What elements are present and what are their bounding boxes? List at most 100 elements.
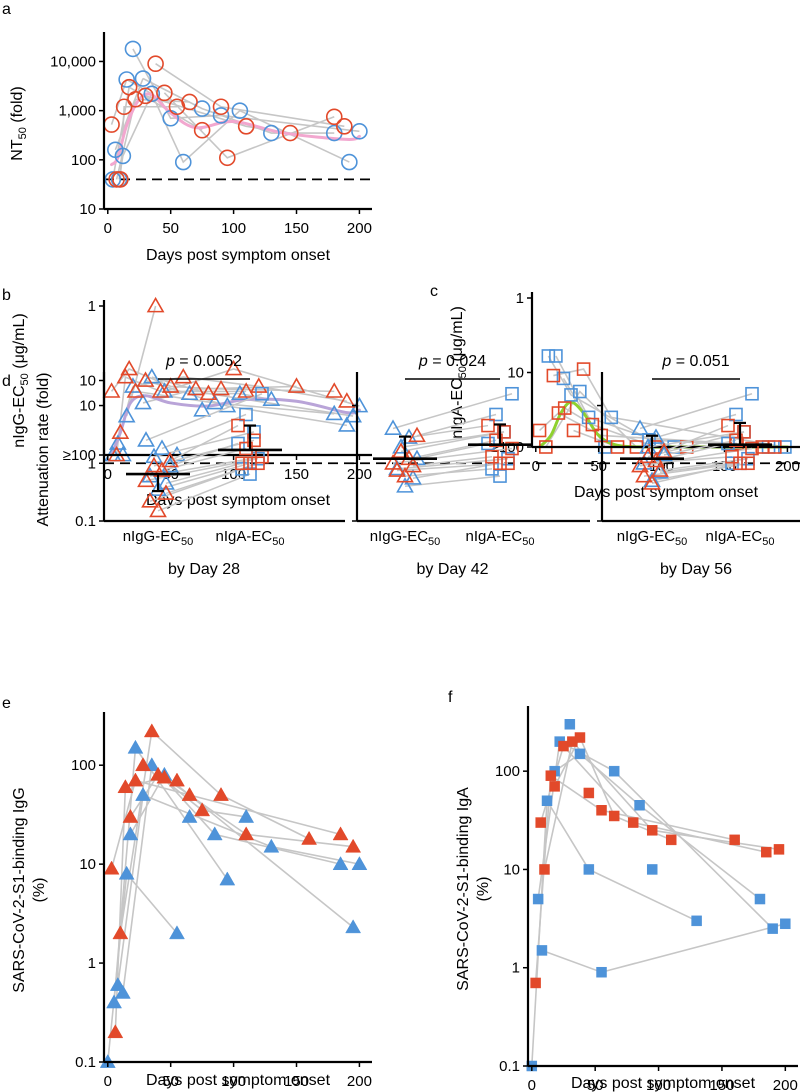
f-point-red-14	[729, 834, 740, 846]
e-point-blue-5	[122, 826, 139, 841]
e-point-red-10	[169, 772, 185, 787]
f-point-red-7	[574, 732, 586, 743]
f-x-axis-label: Days post symptom onset	[571, 1075, 756, 1092]
panel-label-d: d	[2, 373, 11, 390]
e-point-blue-17	[345, 919, 362, 934]
a-point-red-5	[127, 91, 144, 108]
e-point-blue-13	[219, 871, 236, 886]
f-connector-line-3	[534, 774, 735, 984]
b-x-tick-label-3: 150	[284, 466, 309, 483]
c-point-red-7	[585, 417, 600, 432]
f-point-blue-10	[608, 765, 620, 777]
d-0-category-iga: nIgA-EC50	[216, 528, 285, 548]
c-x-axis-label: Days post symptom onset	[574, 484, 759, 501]
d-2-igg-point-blue-0	[631, 419, 649, 435]
e-point-red-9	[156, 769, 173, 784]
b-point-blue-10	[193, 401, 212, 417]
d-0-connector-10	[165, 462, 259, 495]
f-point-blue-11	[634, 800, 645, 811]
d-0-iga-point-red-2	[239, 441, 253, 456]
f-y-tick-label-2: 10	[503, 861, 520, 878]
e-point-blue-16	[332, 856, 349, 871]
f-y-axis-label: SARS-CoV-2-S1-binding IgA	[455, 787, 472, 991]
e-point-blue-15	[263, 838, 280, 853]
f-y-axis-label-line2: (%)	[475, 877, 492, 902]
a-point-blue-12	[231, 102, 249, 119]
f-point-blue-7	[574, 748, 586, 760]
d-0-iga-point-blue-1	[239, 407, 253, 422]
d-2-igg-point-blue-5	[651, 463, 669, 479]
d-2-iga-point-blue-1	[729, 407, 743, 422]
e-y-tick-label-3: 100	[71, 757, 96, 774]
f-y-tick-label-1: 1	[512, 960, 520, 977]
e-point-red-6	[135, 757, 151, 772]
c-point-blue-7	[604, 410, 619, 425]
f-point-blue-2	[536, 945, 548, 956]
panel-label-b: b	[2, 287, 11, 304]
d-0-igg-point-red-1	[145, 456, 163, 473]
a-connector-line-3	[155, 63, 345, 128]
d-1-igg-point-red-4	[404, 456, 422, 473]
d-0-iga-point-blue-0	[255, 386, 269, 401]
e-point-red-1	[107, 1024, 124, 1039]
e-point-blue-10	[169, 925, 185, 940]
d-2-p-value: p = 0.051	[661, 353, 729, 370]
c-point-blue-3	[564, 388, 578, 402]
d-2-iga-point-red-3	[745, 441, 759, 456]
a-point-red-3	[115, 98, 133, 116]
a-y-tick-label-3: 10,000	[50, 53, 96, 70]
d-2-iga-point-red-6	[733, 456, 747, 471]
f-point-red-2	[539, 864, 550, 875]
d-0-igg-point-blue-3	[161, 456, 179, 473]
d-0-igg-point-blue-6	[149, 480, 167, 497]
a-connector-line-10	[114, 78, 144, 151]
f-point-red-1	[535, 817, 546, 828]
d-1-iga-point-blue-0	[505, 386, 519, 401]
a-point-blue-16	[351, 123, 368, 140]
d-1-iga-point-red-6	[493, 456, 507, 471]
f-connector-line-7	[553, 735, 672, 841]
d-0-connector-9	[165, 462, 243, 485]
d-1-igg-point-red-6	[396, 466, 414, 483]
b-point-red-3	[116, 367, 135, 384]
d-2-connector-8	[643, 455, 733, 465]
f-connector-line-2	[541, 923, 786, 974]
d-1-igg-point-blue-0	[384, 419, 402, 435]
b-point-red-0	[102, 382, 121, 398]
a-point-blue-3	[114, 147, 132, 165]
a-point-red-7	[147, 55, 164, 73]
b-point-red-14	[224, 359, 243, 376]
a-x-tick-label-3: 150	[284, 220, 309, 237]
d-1-connector-0	[392, 393, 513, 430]
e-point-red-7	[143, 723, 160, 738]
f-point-blue-9	[596, 966, 607, 978]
d-2-iga-point-red-5	[741, 456, 755, 471]
d-1-connector-8	[412, 455, 493, 467]
c-point-blue-1	[549, 349, 563, 363]
b-point-blue-15	[325, 404, 344, 421]
f-x-tick-label-3: 150	[709, 1077, 734, 1092]
d-0-iga-point-red-4	[235, 456, 249, 471]
b-point-red-6	[136, 371, 155, 387]
b-point-blue-9	[180, 384, 199, 401]
c-x-tick-label-0: 0	[532, 458, 540, 475]
c-point-red-0	[532, 423, 547, 438]
e-y-axis-label: SARS-CoV-2-S1-binding IgG	[11, 787, 28, 992]
f-point-blue-15	[767, 923, 778, 934]
panel-label-e: e	[2, 695, 11, 712]
f-x-tick-label-0: 0	[528, 1077, 536, 1092]
a-trend-curve	[110, 92, 361, 167]
c-point-red-2	[546, 368, 561, 383]
a-point-red-10	[181, 93, 198, 111]
b-point-red-9	[161, 377, 180, 393]
d-1-iga-point-blue-6	[493, 469, 507, 483]
d-2-connector-0	[639, 393, 753, 430]
d-0-connector-13	[157, 473, 251, 512]
d-0-iga-point-blue-6	[243, 467, 257, 481]
a-point-blue-9	[174, 153, 192, 171]
e-connector-line-7	[129, 773, 354, 928]
f-point-red-10	[608, 810, 620, 822]
e-point-blue-6	[127, 739, 144, 754]
a-point-blue-10	[193, 100, 211, 117]
